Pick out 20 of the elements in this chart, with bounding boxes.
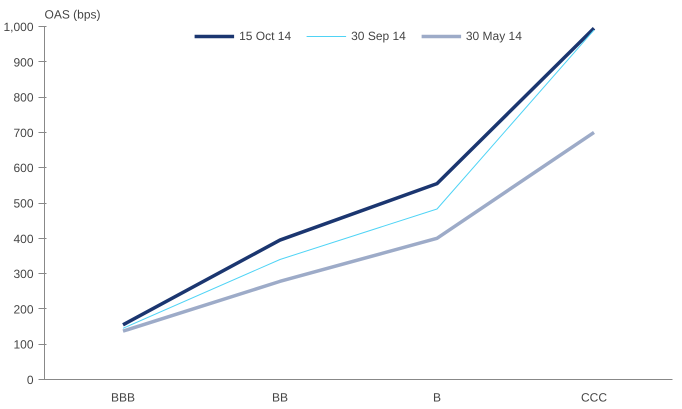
y-tick-label: 600	[13, 161, 34, 176]
y-tick-label: 800	[13, 90, 34, 105]
legend-label: 30 May 14	[466, 29, 522, 43]
y-tick-label: 100	[13, 338, 34, 352]
y-axis-title: OAS (bps)	[44, 8, 101, 22]
legend-label: 30 Sep 14	[351, 29, 406, 43]
y-tick-label: 200	[13, 302, 34, 316]
x-tick-label: CCC	[581, 390, 608, 404]
y-tick-label: 0	[26, 373, 34, 387]
y-tick-label: 900	[13, 55, 34, 70]
x-tick-label: BBB	[110, 390, 136, 404]
x-tick-label: B	[433, 390, 442, 404]
x-tick-label: BB	[272, 390, 288, 404]
y-tick-label: 500	[13, 196, 34, 210]
line-series	[121, 130, 596, 333]
y-tick-label: 700	[13, 126, 34, 140]
legend-label: 15 Oct 14	[239, 29, 292, 43]
y-tick-label: 1,000	[3, 20, 34, 34]
y-tick-label: 400	[13, 232, 34, 246]
y-tick-label: 300	[13, 267, 34, 282]
